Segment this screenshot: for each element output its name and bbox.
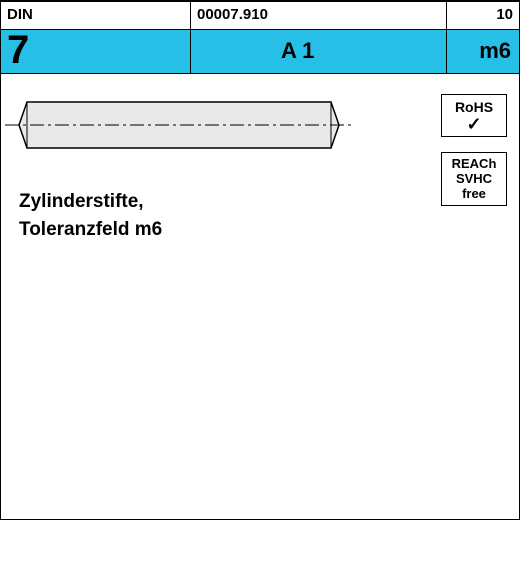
rohs-badge: RoHS ✓ — [441, 94, 507, 137]
pin-drawing — [19, 102, 339, 148]
reach-line1: REACh — [442, 157, 506, 172]
material-code: A 1 — [191, 30, 447, 73]
reach-line3: free — [442, 187, 506, 202]
tolerance-code: m6 — [447, 30, 519, 73]
title-row: 7 A 1 m6 — [1, 30, 519, 74]
cylinder-pin-icon — [19, 102, 339, 148]
header-article-code: 00007.910 — [191, 2, 447, 29]
header-version: 10 — [447, 2, 519, 29]
rohs-label: RoHS — [442, 99, 506, 115]
description-line1: Zylinderstifte, — [19, 188, 501, 216]
description-line2: Toleranzfeld m6 — [19, 216, 501, 244]
check-icon: ✓ — [442, 115, 506, 133]
reach-line2: SVHC — [442, 172, 506, 187]
header-standard-label: DIN — [1, 2, 191, 29]
reach-badge: REACh SVHC free — [441, 152, 507, 206]
standard-number: 7 — [1, 30, 191, 73]
